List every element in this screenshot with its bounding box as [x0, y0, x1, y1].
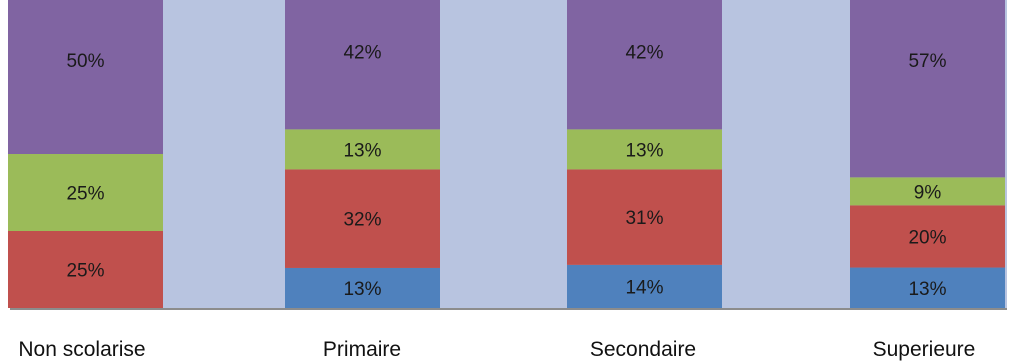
bar-segment	[567, 129, 722, 170]
bar-segment	[8, 154, 163, 231]
segment-value-label: 25%	[66, 184, 104, 205]
segment-value-label: 13%	[343, 140, 381, 161]
bar-segment	[567, 169, 722, 265]
segment-value-label: 31%	[625, 208, 663, 229]
segment-value-label: 32%	[343, 210, 381, 231]
category-label: Primaire	[323, 338, 401, 361]
segment-value-label: 42%	[343, 43, 381, 64]
bar-segment	[850, 205, 1005, 268]
segment-value-label: 50%	[66, 51, 104, 72]
bar-segment	[285, 267, 440, 308]
bar-segment	[567, 264, 722, 308]
segment-value-label: 14%	[625, 277, 663, 298]
category-label: Secondaire	[590, 338, 696, 361]
segment-value-label: 13%	[908, 279, 946, 300]
segment-value-label: 42%	[625, 43, 663, 64]
segment-value-label: 20%	[908, 227, 946, 248]
category-label: Superieure	[873, 338, 976, 361]
bar-segment	[850, 267, 1005, 308]
segment-value-label: 9%	[914, 182, 942, 203]
bar-segment	[8, 0, 163, 154]
bar-segment	[285, 169, 440, 268]
segment-value-label: 57%	[908, 51, 946, 72]
segment-value-label: 25%	[66, 261, 104, 282]
bar-segments	[8, 0, 1005, 308]
bar-segment	[850, 0, 1005, 178]
category-label: Non scolarise	[18, 338, 145, 361]
segment-value-label: 13%	[625, 140, 663, 161]
plot-background	[10, 0, 1007, 308]
category-labels: Non scolarise Primaire Secondaire Superieur…	[18, 338, 975, 361]
bar-segment	[285, 0, 440, 130]
bar-segment	[285, 129, 440, 170]
bar-segment	[8, 231, 163, 308]
segment-labels: 25% 25% 50% 13% 32% 13% 42% 14% 31% 13% 42% 13% 20% 9…	[66, 43, 946, 300]
segment-value-label: 13%	[343, 279, 381, 300]
bar-segment	[850, 177, 1005, 206]
bar-segment	[567, 0, 722, 130]
